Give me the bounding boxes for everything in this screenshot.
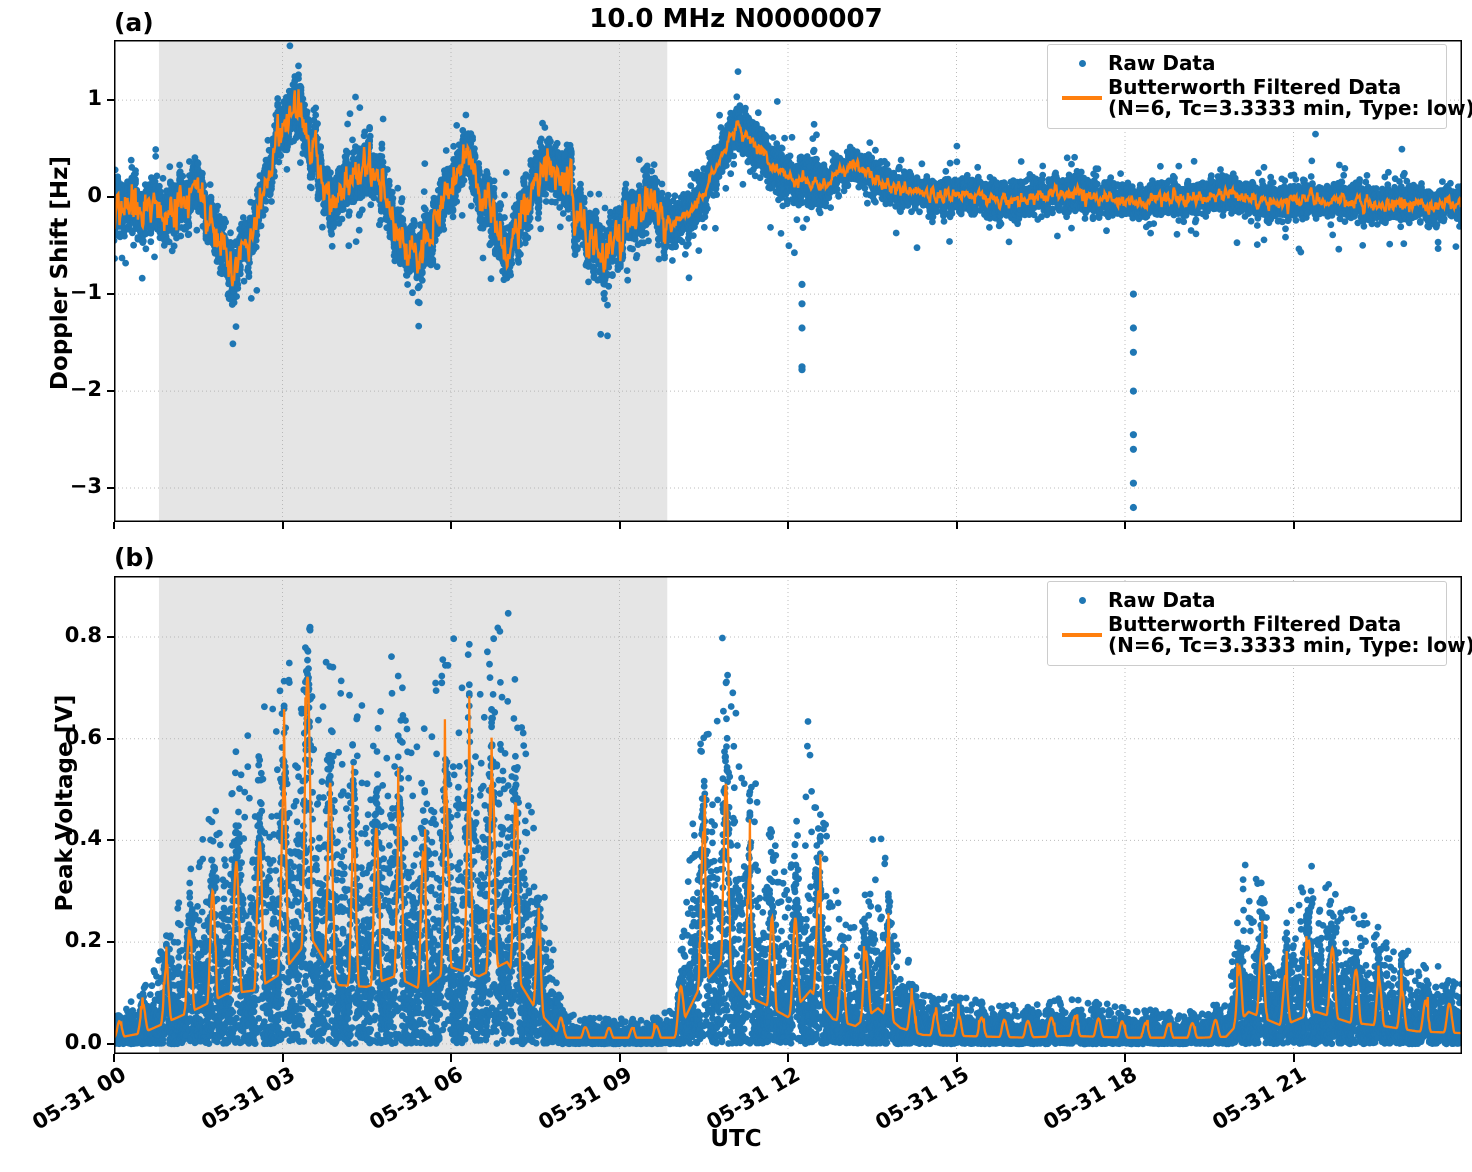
panel-a-xtick-mark: [1124, 522, 1126, 529]
figure-title: 10.0 MHz N0000007: [0, 4, 1472, 34]
panel-a-xtick-mark: [113, 522, 115, 529]
xtick-mark: [1292, 1054, 1295, 1062]
legend-label-raw: Raw Data: [1108, 52, 1216, 75]
panel-b-label: (b): [114, 543, 155, 572]
axes-spine: [114, 576, 1462, 1054]
panel-a-ytick-mark: [107, 293, 114, 296]
axes-spine: [114, 40, 1462, 522]
panel-a-ytick: −2: [40, 377, 102, 401]
panel-a-label: (a): [114, 8, 154, 37]
panel-b-ytick-mark: [107, 636, 114, 639]
panel-b-ylabel: Peak Voltage [V]: [52, 683, 78, 923]
panel-b-ytick: 0.4: [20, 826, 102, 850]
panel-a-ytick: −1: [40, 280, 102, 304]
panel-a-ytick: 1: [40, 86, 102, 110]
legend-row-filtered-b: Butterworth Filtered Data (N=6, Tc=3.333…: [1056, 613, 1472, 657]
panel-a-ytick-mark: [107, 487, 114, 490]
panel-a-ytick: −3: [40, 474, 102, 498]
panel-a-xtick-mark: [618, 522, 621, 529]
panel-a-xtick-mark: [450, 522, 452, 529]
x-axis-label: UTC: [0, 1126, 1472, 1152]
panel-a-ytick-mark: [107, 196, 114, 199]
butterworth-filtered-line: [114, 676, 1462, 1039]
panel-b-ytick: 0.6: [20, 725, 102, 749]
xtick-mark: [450, 1054, 452, 1062]
xtick-mark: [955, 1054, 958, 1062]
panel-b-legend: Raw Data Butterworth Filtered Data (N=6,…: [1047, 581, 1472, 666]
xtick-mark: [113, 1054, 115, 1062]
xtick-mark: [1124, 1054, 1126, 1062]
xtick-mark: [787, 1054, 789, 1062]
legend-label-filtered-line2-b: (N=6, Tc=3.3333 min, Type: low): [1108, 635, 1472, 657]
legend-label-filtered-line2: (N=6, Tc=3.3333 min, Type: low): [1108, 98, 1472, 120]
panel-a-ytick-mark: [107, 390, 114, 393]
panel-b-ytick-mark: [107, 737, 114, 740]
panel-b-ytick-mark: [107, 1042, 114, 1045]
panel-a-xtick-mark: [787, 522, 789, 529]
filtered-data-line-icon: [1056, 96, 1108, 100]
panel-a-plot[interactable]: [114, 40, 1462, 522]
panel-a-xtick-mark: [1292, 522, 1295, 529]
panel-a-xtick-mark: [955, 522, 958, 529]
panel-b-ytick-mark: [107, 839, 114, 842]
legend-row-raw-b: Raw Data: [1056, 589, 1472, 612]
filtered-data-line-icon: [1056, 633, 1108, 637]
panel-b-plot[interactable]: [114, 576, 1462, 1054]
panel-b-ytick-mark: [107, 941, 114, 944]
panel-a-legend: Raw Data Butterworth Filtered Data (N=6,…: [1047, 44, 1472, 129]
legend-row-raw: Raw Data: [1056, 52, 1472, 75]
panel-b-ytick: 0.8: [20, 623, 102, 647]
legend-label-filtered-line1: Butterworth Filtered Data: [1108, 76, 1472, 99]
raw-data-marker-icon: [1056, 597, 1108, 605]
xtick-mark: [281, 1054, 284, 1062]
panel-b-ytick: 0.2: [20, 928, 102, 952]
butterworth-filtered-line: [114, 89, 1462, 287]
legend-label-raw-b: Raw Data: [1108, 589, 1216, 612]
legend-label-filtered-line1-b: Butterworth Filtered Data: [1108, 613, 1472, 636]
raw-data-marker-icon: [1056, 60, 1108, 68]
panel-a-ytick-mark: [107, 99, 114, 102]
legend-row-filtered: Butterworth Filtered Data (N=6, Tc=3.333…: [1056, 76, 1472, 120]
panel-b-ytick: 0.0: [20, 1030, 102, 1054]
panel-a-ytick: 0: [40, 183, 102, 207]
panel-a-xtick-mark: [281, 522, 284, 529]
xtick-mark: [618, 1054, 621, 1062]
